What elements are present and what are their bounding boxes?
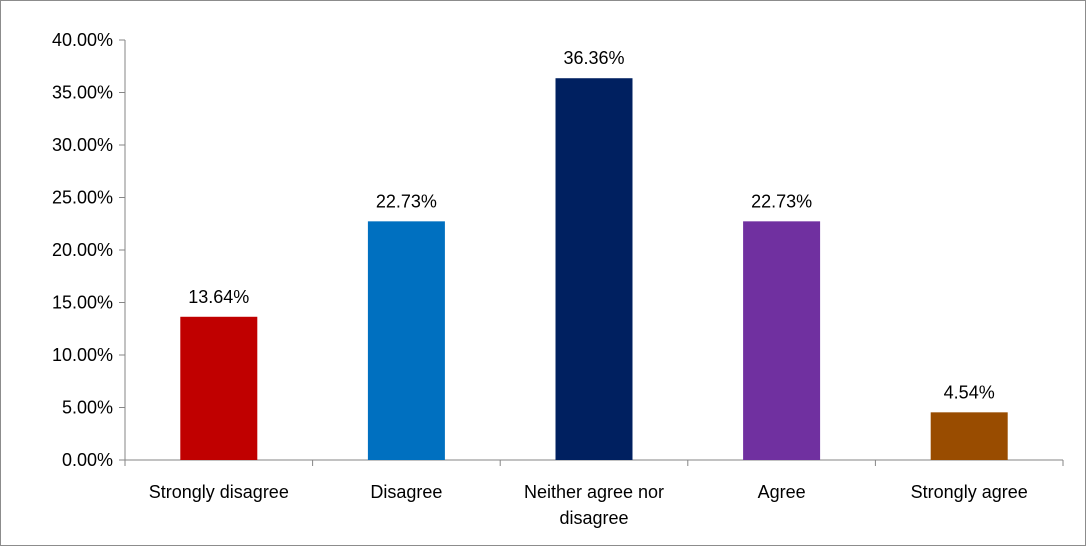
- y-tick-label: 20.00%: [52, 240, 113, 260]
- y-tick-label: 0.00%: [62, 450, 113, 470]
- y-tick-label: 40.00%: [52, 30, 113, 50]
- x-tick-label: Strongly disagree: [149, 482, 289, 502]
- data-labels: 13.64% 22.73% 36.36% 22.73% 4.54%: [188, 48, 994, 402]
- bar: [555, 78, 633, 460]
- data-label: 36.36%: [563, 48, 624, 68]
- x-tick-label: Disagree: [370, 482, 442, 502]
- y-tick-label: 15.00%: [52, 293, 113, 313]
- data-label: 13.64%: [188, 287, 249, 307]
- bar: [930, 412, 1008, 460]
- x-tick-label: Neither agree nor disagree: [524, 482, 664, 528]
- data-label: 4.54%: [944, 382, 995, 402]
- data-label: 22.73%: [376, 191, 437, 211]
- x-tick-label: Agree: [758, 482, 806, 502]
- y-tick-label: 5.00%: [62, 398, 113, 418]
- bar: [743, 221, 821, 460]
- y-tick-label: 10.00%: [52, 345, 113, 365]
- x-axis: Strongly disagree Disagree Neither agree n…: [124, 459, 1064, 528]
- y-tick-label: 35.00%: [52, 83, 113, 103]
- bar: [180, 316, 258, 460]
- y-tick-label: 30.00%: [52, 135, 113, 155]
- y-tick-label: 25.00%: [52, 188, 113, 208]
- data-label: 22.73%: [751, 191, 812, 211]
- x-tick-label: Strongly agree: [911, 482, 1028, 502]
- bar: [367, 221, 445, 460]
- y-axis: 0.00% 5.00% 10.00% 15.00% 20.00% 25.00% 30.00%…: [52, 30, 126, 470]
- bars: [180, 78, 1008, 460]
